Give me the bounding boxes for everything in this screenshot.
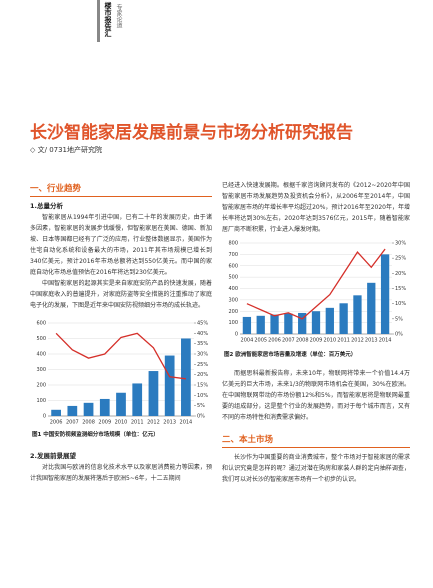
right-column-mid: 而据思科最新报告称，未来10年，物联网将带来一个价值14.4万亿美元的巨大市场，… xyxy=(222,368,410,485)
y-tick-label: 700 xyxy=(228,252,238,258)
bar xyxy=(380,254,390,334)
y-tick-label: 200 xyxy=(228,309,238,315)
paragraph: 长沙作为中国重要的商业消费城市，整个市场对于智能家居的需求和认识究竟是怎样的呢？… xyxy=(222,454,410,483)
x-tick-label: 2011 xyxy=(337,338,350,344)
y-tick-label: 600 xyxy=(36,321,46,327)
bar xyxy=(367,282,376,334)
bar xyxy=(353,295,362,334)
x-tick-label: 2011 xyxy=(131,420,144,426)
bar xyxy=(298,312,307,334)
x-tick-label: 2012 xyxy=(351,338,364,344)
bar xyxy=(51,409,61,416)
bar xyxy=(270,314,279,334)
paragraph: 中国智能家居的起源其实是来自家庭安防产品的快速发展，随着中国家庭收入的普遍提升，… xyxy=(30,280,212,309)
paragraph: 而据思科最新报告称，未来10年，物联网将带来一个价值14.4万亿美元的巨大市场，… xyxy=(222,370,410,421)
x-tick-label: 2008 xyxy=(82,420,95,426)
x-tick-label: 2009 xyxy=(98,420,111,426)
bar xyxy=(83,402,94,416)
bar xyxy=(116,392,126,416)
y2-tick-label: 15% xyxy=(395,286,406,292)
line xyxy=(55,332,186,380)
x-tick-label: 2013 xyxy=(365,338,378,344)
y-tick-label: 300 xyxy=(228,297,238,303)
y2-tick-label: 15% xyxy=(197,383,208,389)
y2-tick-label: 5% xyxy=(197,403,205,409)
paragraph: 智能家居从1994年引进中国，已有二十年的发展历史，由于诸多因素，智能家居的发展… xyxy=(30,214,212,276)
bar xyxy=(339,303,348,334)
left-column: 一、行业趋势 1.总量分析 智能家居从1994年引进中国，已有二十年的发展历史，… xyxy=(30,182,212,311)
y-tick-label: 0 xyxy=(43,414,46,420)
x-tick-label: 2008 xyxy=(296,338,309,344)
section-heading: 一、行业趋势 xyxy=(30,182,212,197)
y2-tick-label: 25% xyxy=(197,362,208,368)
bar xyxy=(132,383,143,416)
y2-tick-label: 40% xyxy=(197,331,208,337)
x-tick-label: 2004 xyxy=(241,338,254,344)
y2-tick-label: 20% xyxy=(395,271,406,277)
y2-tick-label: 45% xyxy=(197,321,208,327)
chart-caption: 图2 欧洲智能家居市场容量及增速（单位：百万美元） xyxy=(224,352,357,358)
chart: 0 100 200 300 400 500 600 0% 5% 10% 15% 20% 25% 30% 35… xyxy=(36,321,208,426)
y-tick-label: 200 xyxy=(36,383,46,389)
header-bar xyxy=(97,0,100,42)
bar xyxy=(311,311,321,334)
paragraph: 已经进入快速发展期。根据千家咨询顾问发布的《2012~2020年中国智能家居市场… xyxy=(222,182,410,233)
x-tick-label: 2009 xyxy=(310,338,323,344)
chart-caption: 图1 中国安防视频监测细分市场规模（单位：亿元） xyxy=(32,432,159,438)
x-tick-label: 2007 xyxy=(282,338,295,344)
bar xyxy=(284,313,293,334)
bar xyxy=(67,405,78,416)
x-tick-label: 2005 xyxy=(254,338,267,344)
y-tick-label: 500 xyxy=(36,336,46,342)
bar xyxy=(148,371,159,416)
x-tick-label: 2006 xyxy=(50,420,63,426)
byline: ◇ 文/ 0731地产研究院 xyxy=(30,146,103,154)
x-tick-label: 2014 xyxy=(379,338,392,344)
x-tick-label: 2006 xyxy=(268,338,281,344)
y-tick-label: 500 xyxy=(228,275,238,281)
x-tick-label: 2013 xyxy=(163,420,176,426)
y2-tick-label: 10% xyxy=(395,301,406,307)
subheading: 1.总量分析 xyxy=(30,202,63,210)
bar xyxy=(256,315,265,334)
x-tick-label: 2007 xyxy=(66,420,79,426)
right-column: 已经进入快速发展期。根据千家咨询顾问发布的《2012~2020年中国智能家居市场… xyxy=(222,180,410,235)
chart: 0 100 200 300 400 500 600 700 800 0% 5% 10% 15% 20% 25… xyxy=(228,241,406,344)
bar xyxy=(164,355,175,416)
x-tick-label: 2010 xyxy=(115,420,128,426)
y2-tick-label: 0% xyxy=(395,332,403,338)
y2-tick-label: 30% xyxy=(197,352,208,358)
bar xyxy=(325,307,334,334)
y2-tick-label: 20% xyxy=(197,372,208,378)
y2-tick-label: 10% xyxy=(197,393,208,399)
y-tick-label: 100 xyxy=(228,320,238,326)
y2-tick-label: 5% xyxy=(395,316,403,322)
y-tick-label: 0 xyxy=(235,332,238,338)
x-tick-label: 2014 xyxy=(180,420,193,426)
x-tick-label: 2010 xyxy=(323,338,336,344)
header-column: 专家论道 xyxy=(115,4,122,28)
y-tick-label: 600 xyxy=(228,263,238,269)
y2-tick-label: 25% xyxy=(395,256,406,262)
y-tick-label: 100 xyxy=(36,398,46,404)
paragraph: 对比我国与欧洲的信息化技术水平以及家居消费能力等因素，预计我国智能家居的发展将落… xyxy=(30,464,212,482)
y2-tick-label: 35% xyxy=(197,341,208,347)
y-tick-label: 800 xyxy=(228,241,238,247)
line xyxy=(246,248,386,320)
y-tick-label: 400 xyxy=(36,352,46,358)
header-section: 楼市报告汇 xyxy=(104,2,112,37)
y-tick-label: 400 xyxy=(228,286,238,292)
section-heading: 二、本土市场 xyxy=(222,433,410,448)
y2-tick-label: 30% xyxy=(395,241,406,247)
subheading: 2.发展前景展望 xyxy=(30,452,76,460)
bar xyxy=(181,338,191,416)
y-tick-label: 300 xyxy=(36,367,46,373)
article-title: 长沙智能家居发展前景与市场分析研究报告 xyxy=(30,123,353,143)
bar xyxy=(99,398,110,416)
x-tick-label: 2012 xyxy=(147,420,160,426)
y2-tick-label: 0% xyxy=(197,414,205,420)
bar xyxy=(242,316,252,334)
left-column-bottom: 2.发展前景展望 对比我国与欧洲的信息化技术水平以及家居消费能力等因素，预计我国… xyxy=(30,447,212,484)
